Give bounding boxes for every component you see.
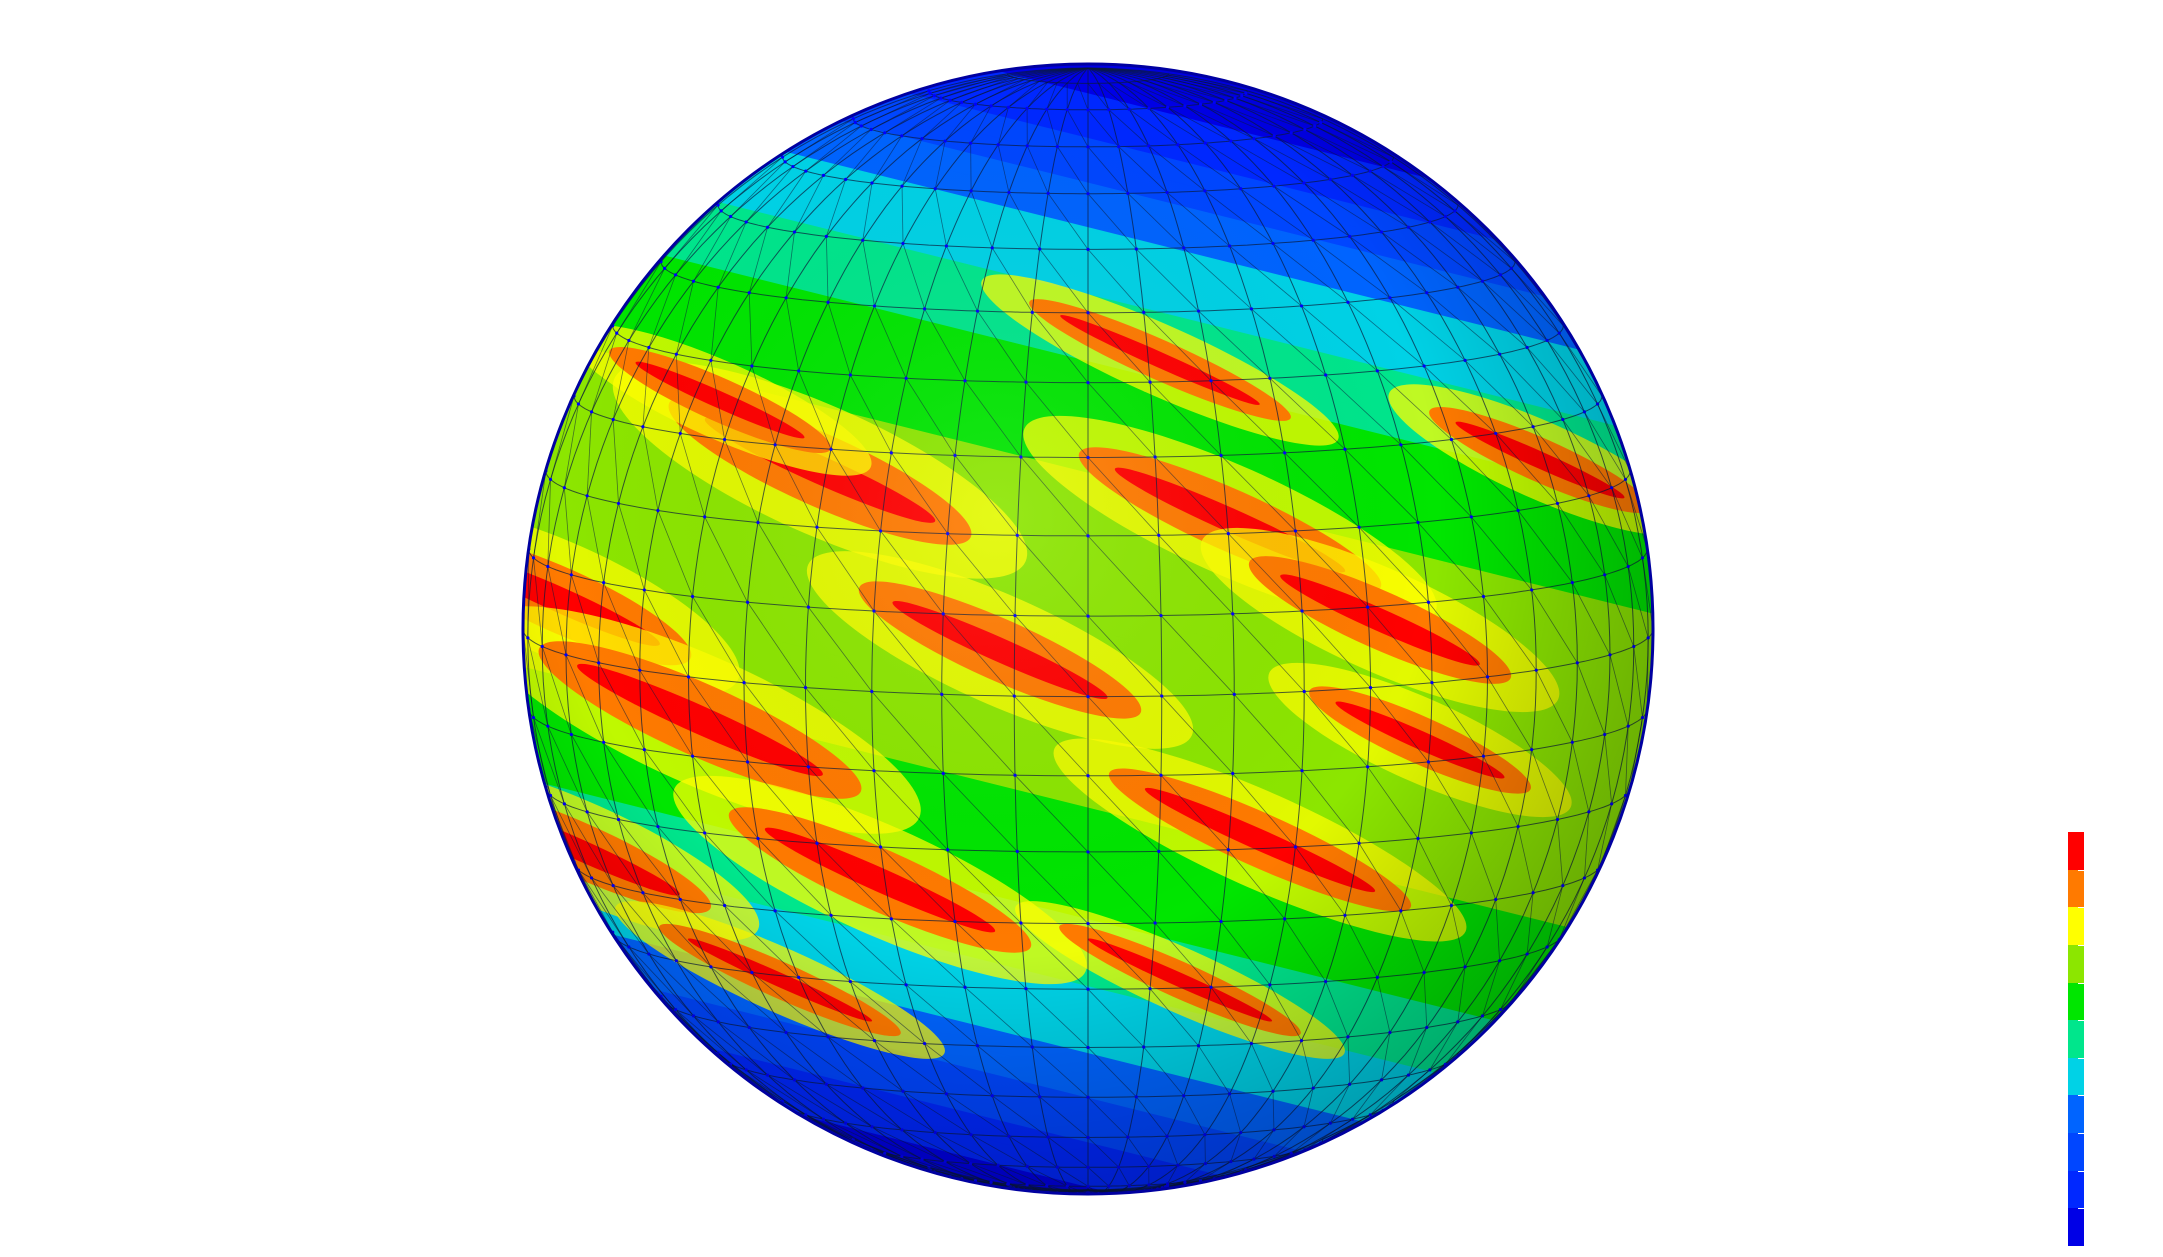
color-scale-segment [2068,1020,2084,1058]
color-scale-tick [2078,1058,2084,1059]
color-scale-tick [2078,1171,2084,1172]
color-scale-segment [2068,1058,2084,1096]
color-scale-bar [2068,832,2084,1246]
color-scale-segment [2068,945,2084,983]
color-scale-segment [2068,832,2084,870]
color-scale-tick [2078,1208,2084,1209]
color-scale-segment [2068,870,2084,908]
color-scale-segment [2068,1133,2084,1171]
sphere-shading [523,64,1653,1194]
color-scale-segment [2068,1208,2084,1246]
color-scale-tick [2078,870,2084,871]
color-scale-tick [2078,1133,2084,1134]
color-scale-segment [2068,1095,2084,1133]
color-scale-tick [2078,945,2084,946]
color-scale-tick [2078,907,2084,908]
sphere-surface [188,0,1987,1252]
color-scale-segment [2068,907,2084,945]
color-scale-tick [2078,1095,2084,1096]
color-scale-segment [2068,1171,2084,1209]
color-scale-segment [2068,983,2084,1021]
color-scale-tick [2078,983,2084,984]
color-scale-tick [2078,1020,2084,1021]
